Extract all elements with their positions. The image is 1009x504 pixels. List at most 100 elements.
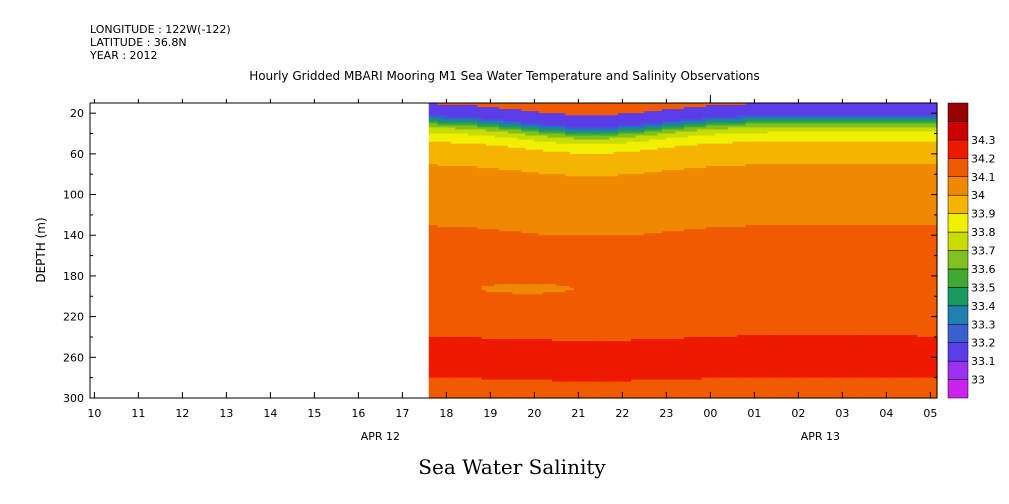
- heatmap-cell: [477, 361, 483, 365]
- heatmap-cell: [464, 221, 469, 224]
- heatmap-cell: [450, 318, 456, 322]
- heatmap-cell: [472, 286, 478, 289]
- heatmap-cell: [477, 275, 483, 279]
- heatmap-cell: [472, 259, 478, 263]
- heatmap-cell: [468, 265, 474, 269]
- heatmap-cell: [455, 127, 461, 131]
- heatmap-cell: [450, 306, 456, 310]
- heatmap-cell: [481, 216, 487, 220]
- heatmap-cell: [433, 277, 439, 281]
- heatmap-cell: [481, 119, 487, 122]
- heatmap-cell: [446, 336, 452, 340]
- heatmap-cell: [450, 243, 456, 247]
- heatmap-cell: [446, 166, 452, 169]
- heatmap-cell: [442, 267, 447, 271]
- heatmap-cell: [472, 353, 478, 356]
- heatmap-cell: [450, 363, 456, 367]
- heatmap-cell: [464, 306, 469, 310]
- heatmap-cell: [446, 389, 452, 393]
- heatmap-cell: [450, 310, 456, 314]
- heatmap-cell: [459, 310, 465, 314]
- heatmap-cell: [442, 172, 447, 175]
- heatmap-cell: [464, 229, 469, 232]
- heatmap-cell: [428, 257, 434, 261]
- heatmap-cell: [477, 198, 483, 202]
- heatmap-cell: [468, 328, 474, 332]
- heatmap-cell: [455, 371, 461, 375]
- heatmap-cell: [437, 381, 443, 385]
- heatmap-cell: [455, 139, 461, 143]
- heatmap-cell: [428, 180, 434, 183]
- heatmap-cell: [437, 174, 443, 177]
- heatmap-cell: [459, 119, 465, 122]
- heatmap-cell: [477, 204, 483, 208]
- heatmap-cell: [477, 127, 483, 131]
- heatmap-cell: [450, 347, 456, 350]
- heatmap-cell: [477, 190, 483, 194]
- heatmap-cell: [459, 361, 465, 365]
- heatmap-cell: [433, 216, 439, 220]
- heatmap-cell: [455, 343, 461, 346]
- heatmap-cell: [442, 231, 447, 234]
- heatmap-cell: [472, 157, 478, 161]
- heatmap-cell: [464, 355, 469, 358]
- heatmap-cell: [428, 105, 434, 108]
- heatmap-cell: [481, 172, 487, 175]
- heatmap-cell: [437, 353, 443, 356]
- heatmap-cell: [455, 322, 461, 326]
- heatmap-cell: [455, 162, 461, 165]
- heatmap-cell: [481, 186, 487, 190]
- heatmap-cell: [446, 263, 452, 267]
- heatmap-cell: [437, 149, 443, 153]
- heatmap-cell: [459, 300, 465, 303]
- heatmap-cell: [437, 322, 443, 326]
- heatmap-cell: [428, 133, 434, 137]
- heatmap-cell: [455, 237, 461, 240]
- heatmap-cell: [446, 210, 452, 214]
- heatmap-cell: [450, 141, 456, 145]
- heatmap-cell: [455, 125, 461, 129]
- heatmap-cell: [472, 194, 478, 198]
- heatmap-cell: [459, 135, 465, 139]
- heatmap-cell: [437, 271, 443, 275]
- heatmap-cell: [455, 247, 461, 251]
- heatmap-cell: [477, 218, 483, 222]
- heatmap-cell: [468, 318, 474, 322]
- heatmap-cell: [472, 334, 478, 338]
- heatmap-cell: [433, 326, 439, 330]
- heatmap-cell: [437, 336, 443, 340]
- heatmap-cell: [464, 137, 469, 141]
- heatmap-cell: [433, 233, 439, 236]
- heatmap-cell: [446, 159, 452, 163]
- heatmap-cell: [468, 261, 474, 265]
- heatmap-cell: [433, 133, 439, 137]
- heatmap-cell: [437, 341, 443, 344]
- heatmap-cell: [437, 308, 443, 312]
- heatmap-cell: [433, 314, 439, 318]
- heatmap-cell: [437, 225, 443, 228]
- heatmap-cell: [455, 241, 461, 244]
- heatmap-cell: [428, 206, 434, 210]
- heatmap-cell: [459, 377, 465, 381]
- heatmap-cell: [437, 180, 443, 183]
- heatmap-cell: [442, 237, 447, 240]
- heatmap-cell: [464, 381, 469, 385]
- heatmap-cell: [455, 129, 461, 133]
- heatmap-cell: [481, 105, 487, 108]
- heatmap-cell: [481, 123, 487, 126]
- heatmap-cell: [472, 345, 478, 348]
- heatmap-cell: [446, 225, 452, 228]
- heatmap-cell: [442, 294, 447, 297]
- heatmap-cell: [477, 164, 483, 167]
- heatmap-cell: [468, 139, 474, 143]
- heatmap-cell: [442, 259, 447, 263]
- heatmap-cell: [472, 153, 478, 157]
- heatmap-cell: [464, 182, 469, 185]
- heatmap-cell: [468, 166, 474, 169]
- heatmap-cell: [472, 395, 478, 399]
- heatmap-cell: [433, 365, 439, 369]
- heatmap-cell: [428, 259, 434, 263]
- heatmap-cell: [442, 393, 447, 397]
- heatmap-cell: [468, 288, 474, 291]
- heatmap-cell: [455, 377, 461, 381]
